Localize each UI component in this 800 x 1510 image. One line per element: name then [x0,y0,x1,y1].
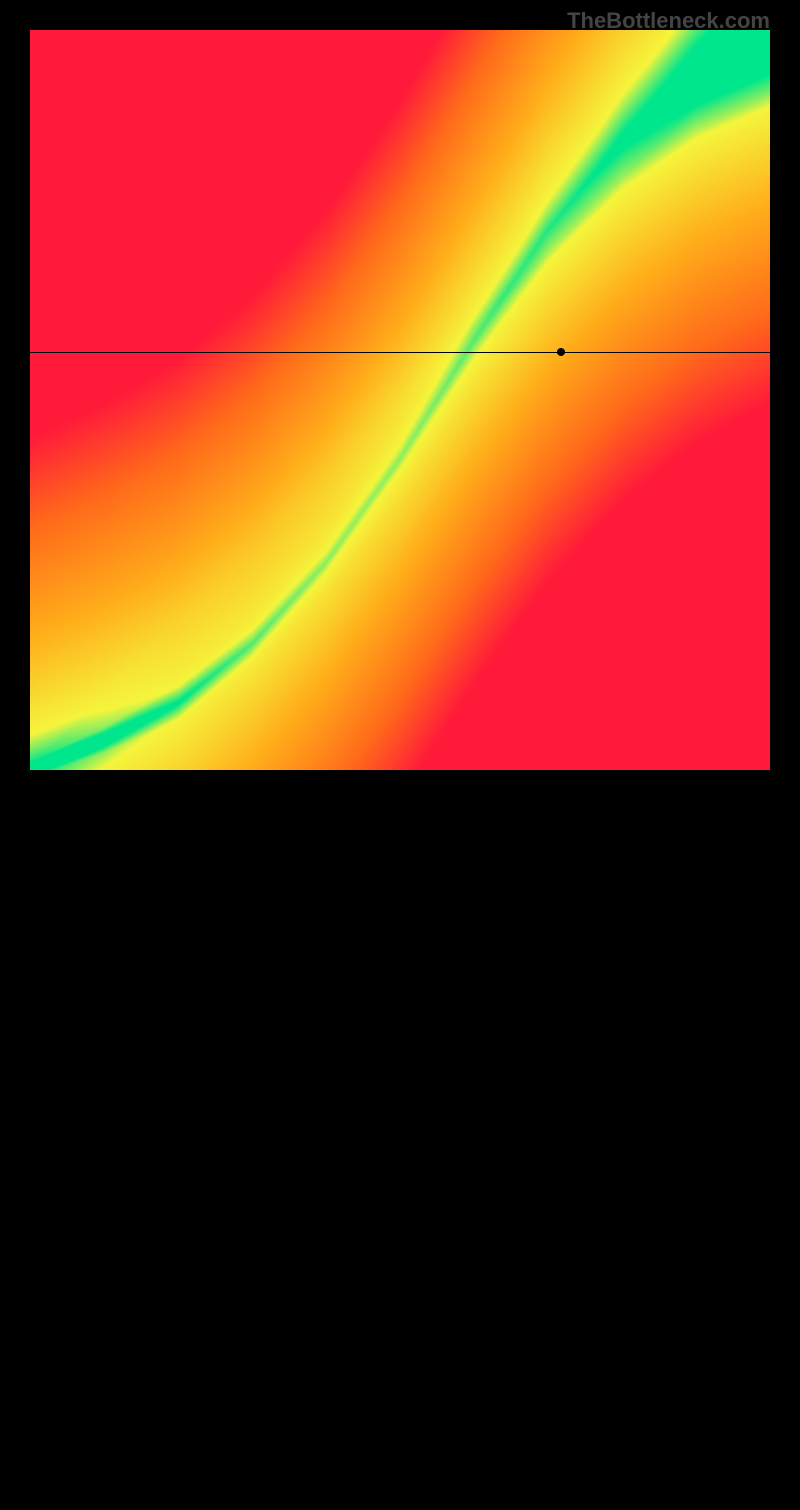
bottleneck-heatmap [30,30,770,770]
crosshair-vertical [561,770,562,1510]
watermark-text: TheBottleneck.com [567,8,770,34]
heatmap-canvas [30,30,770,770]
crosshair-marker [557,348,565,356]
crosshair-horizontal [30,352,770,353]
